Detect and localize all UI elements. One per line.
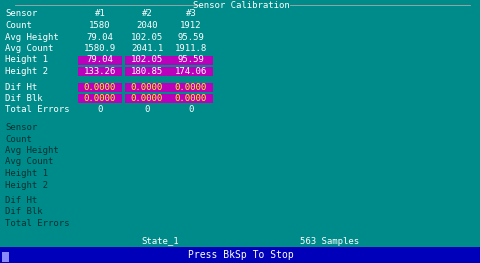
Text: 0.0000: 0.0000 [131, 83, 163, 92]
Text: Dif Blk: Dif Blk [5, 208, 43, 216]
Bar [168, 94, 213, 103]
Text: 102.05: 102.05 [131, 55, 163, 64]
Text: Count: Count [5, 134, 32, 144]
Text: Sensor: Sensor [5, 123, 37, 132]
Text: 0.0000: 0.0000 [175, 83, 207, 92]
Bar [125, 55, 168, 64]
Bar [125, 94, 168, 103]
Bar [0, 247, 480, 263]
Text: Dif Ht: Dif Ht [5, 83, 37, 92]
Text: 0: 0 [97, 105, 102, 114]
Text: 1580.9: 1580.9 [84, 44, 116, 53]
Bar [168, 67, 213, 76]
Text: 0.0000: 0.0000 [175, 94, 207, 103]
Text: Dif Ht: Dif Ht [5, 196, 37, 205]
Text: 0: 0 [144, 105, 149, 114]
Text: Sensor: Sensor [5, 9, 37, 18]
Text: 174.06: 174.06 [175, 67, 207, 76]
Text: 563 Samples: 563 Samples [300, 236, 359, 245]
Text: 180.85: 180.85 [131, 67, 163, 76]
Text: Press BkSp To Stop: Press BkSp To Stop [188, 250, 293, 260]
Text: Dif Blk: Dif Blk [5, 94, 43, 103]
Text: Height 2: Height 2 [5, 180, 48, 190]
Text: 2040: 2040 [136, 21, 157, 30]
Text: #3: #3 [185, 9, 196, 18]
Text: Total Errors: Total Errors [5, 105, 69, 114]
Bar [168, 55, 213, 64]
Text: 79.04: 79.04 [86, 55, 113, 64]
Text: #1: #1 [95, 9, 105, 18]
Text: Sensor Calibration: Sensor Calibration [192, 1, 289, 9]
Text: Avg Height: Avg Height [5, 33, 59, 42]
Text: Total Errors: Total Errors [5, 219, 69, 228]
Text: 2041.1: 2041.1 [131, 44, 163, 53]
Bar [78, 55, 122, 64]
Bar [125, 83, 168, 92]
Text: #2: #2 [141, 9, 152, 18]
Text: Avg Count: Avg Count [5, 44, 53, 53]
Bar [78, 67, 122, 76]
Text: Count: Count [5, 21, 32, 30]
Bar [78, 94, 122, 103]
Text: 1911.8: 1911.8 [175, 44, 207, 53]
Text: 95.59: 95.59 [177, 55, 204, 64]
Text: 0: 0 [188, 105, 193, 114]
Text: Height 2: Height 2 [5, 67, 48, 76]
Text: 0.0000: 0.0000 [84, 94, 116, 103]
Text: 102.05: 102.05 [131, 33, 163, 42]
Text: 0.0000: 0.0000 [84, 83, 116, 92]
Bar [78, 83, 122, 92]
Text: 1580: 1580 [89, 21, 110, 30]
Text: Avg Count: Avg Count [5, 158, 53, 166]
Text: 1912: 1912 [180, 21, 201, 30]
Bar [168, 83, 213, 92]
Text: 79.04: 79.04 [86, 33, 113, 42]
Text: Height 1: Height 1 [5, 55, 48, 64]
Text: Height 1: Height 1 [5, 169, 48, 178]
Bar [125, 67, 168, 76]
Text: 95.59: 95.59 [177, 33, 204, 42]
Text: State_1: State_1 [141, 236, 179, 245]
Text: Avg Height: Avg Height [5, 146, 59, 155]
Bar [2, 252, 9, 262]
Text: 133.26: 133.26 [84, 67, 116, 76]
Text: 0.0000: 0.0000 [131, 94, 163, 103]
